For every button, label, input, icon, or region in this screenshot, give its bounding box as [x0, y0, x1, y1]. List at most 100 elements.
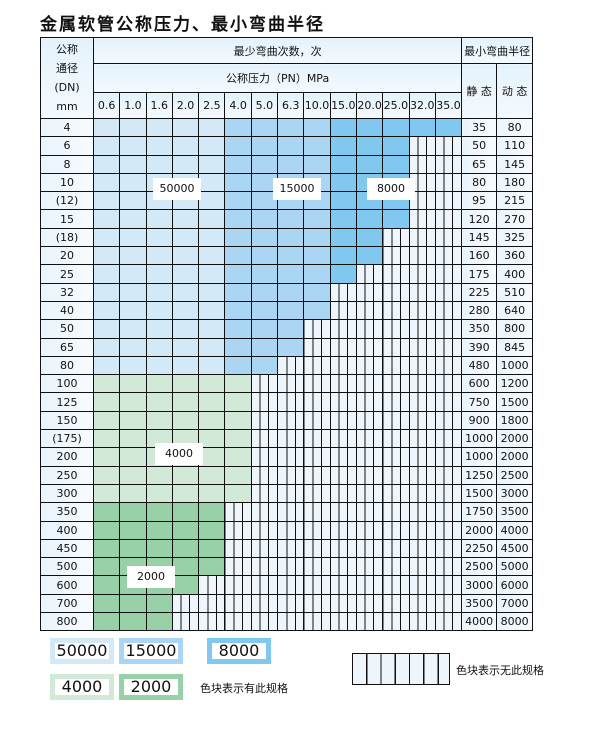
- available-cell: [171, 374, 200, 394]
- unavailable-cell: [355, 337, 384, 357]
- dynamic-radius-cell: 1200: [496, 374, 534, 394]
- available-cell: [250, 117, 279, 138]
- pressure-column-header: 2.5: [198, 92, 226, 119]
- available-cell: [119, 392, 147, 412]
- pressure-column-header: 0.6: [92, 92, 121, 119]
- available-cell: [171, 117, 200, 138]
- available-cell: [145, 465, 173, 485]
- unavailable-cell: [303, 355, 331, 376]
- unavailable-cell: [408, 520, 436, 540]
- available-cell: [355, 136, 384, 156]
- dynamic-radius-cell: 4500: [496, 538, 534, 559]
- unavailable-cell: [408, 447, 436, 467]
- dn-header: 公称 通径 (DN) mm: [40, 37, 94, 119]
- unavailable-cell: [355, 557, 384, 577]
- unavailable-cell: [382, 300, 410, 321]
- available-cell: [119, 429, 147, 449]
- unavailable-cell: [277, 593, 305, 614]
- available-cell: [198, 465, 226, 485]
- available-cell: [382, 154, 410, 174]
- dynamic-radius-cell: 110: [496, 136, 534, 156]
- unavailable-cell: [382, 264, 410, 284]
- unavailable-cell: [408, 319, 436, 339]
- available-cell: [329, 117, 357, 138]
- region-label-15000: 15000: [273, 178, 321, 200]
- available-cell: [224, 282, 252, 302]
- available-cell: [355, 246, 384, 266]
- available-cell: [224, 209, 252, 229]
- available-cell: [224, 264, 252, 284]
- unavailable-cell: [250, 447, 279, 467]
- available-cell: [198, 447, 226, 467]
- unavailable-cell: [171, 593, 200, 614]
- unavailable-cell: [224, 538, 252, 559]
- available-cell: [408, 117, 436, 138]
- legend-unavailable-swatch: [352, 653, 450, 685]
- unavailable-cell: [329, 575, 357, 595]
- available-cell: [119, 300, 147, 321]
- unavailable-cell: [382, 319, 410, 339]
- unavailable-cell: [250, 538, 279, 559]
- available-cell: [119, 319, 147, 339]
- available-cell: [224, 191, 252, 211]
- static-radius-cell: 390: [461, 337, 498, 357]
- available-cell: [171, 465, 200, 485]
- dn-cell: 20: [40, 246, 94, 266]
- unavailable-cell: [408, 374, 436, 394]
- unavailable-cell: [408, 429, 436, 449]
- available-cell: [224, 172, 252, 193]
- unavailable-cell: [408, 593, 436, 614]
- unavailable-cell: [434, 355, 463, 376]
- pressure-column-header: 5.0: [250, 92, 279, 119]
- available-cell: [198, 172, 226, 193]
- unavailable-cell: [277, 465, 305, 485]
- table-row: 25 175 400: [40, 264, 534, 284]
- unavailable-cell: [408, 483, 436, 504]
- unavailable-cell: [224, 593, 252, 614]
- available-cell: [92, 429, 121, 449]
- unavailable-cell: [434, 520, 463, 540]
- available-cell: [382, 209, 410, 229]
- unavailable-cell: [434, 483, 463, 504]
- unavailable-cell: [355, 520, 384, 540]
- unavailable-cell: [250, 429, 279, 449]
- unavailable-cell: [329, 520, 357, 540]
- pressure-column-header: 1.6: [145, 92, 173, 119]
- dn-cell: 200: [40, 447, 94, 467]
- unavailable-cell: [224, 502, 252, 522]
- unavailable-cell: [382, 227, 410, 248]
- unavailable-cell: [434, 429, 463, 449]
- available-cell: [119, 282, 147, 302]
- available-cell: [355, 209, 384, 229]
- available-cell: [355, 154, 384, 174]
- unavailable-cell: [303, 447, 331, 467]
- unavailable-cell: [355, 538, 384, 559]
- unavailable-cell: [329, 319, 357, 339]
- unavailable-cell: [250, 520, 279, 540]
- available-cell: [224, 227, 252, 248]
- unavailable-cell: [434, 319, 463, 339]
- static-radius-cell: 2500: [461, 557, 498, 577]
- available-cell: [171, 483, 200, 504]
- unavailable-cell: [329, 593, 357, 614]
- available-cell: [198, 136, 226, 156]
- available-cell: [92, 520, 121, 540]
- available-cell: [145, 227, 173, 248]
- available-cell: [92, 154, 121, 174]
- dynamic-radius-cell: 400: [496, 264, 534, 284]
- available-cell: [329, 264, 357, 284]
- unavailable-cell: [329, 337, 357, 357]
- unavailable-cell: [382, 410, 410, 431]
- available-cell: [92, 575, 121, 595]
- available-cell: [329, 246, 357, 266]
- static-radius-cell: 4000: [461, 612, 498, 632]
- dynamic-radius-cell: 2000: [496, 447, 534, 467]
- available-cell: [355, 227, 384, 248]
- table-row: 8 65 145: [40, 154, 534, 174]
- unavailable-cell: [224, 557, 252, 577]
- available-cell: [329, 136, 357, 156]
- dynamic-radius-cell: 510: [496, 282, 534, 302]
- table-row: 600 3000 6000: [40, 575, 534, 595]
- available-cell: [303, 227, 331, 248]
- available-cell: [250, 227, 279, 248]
